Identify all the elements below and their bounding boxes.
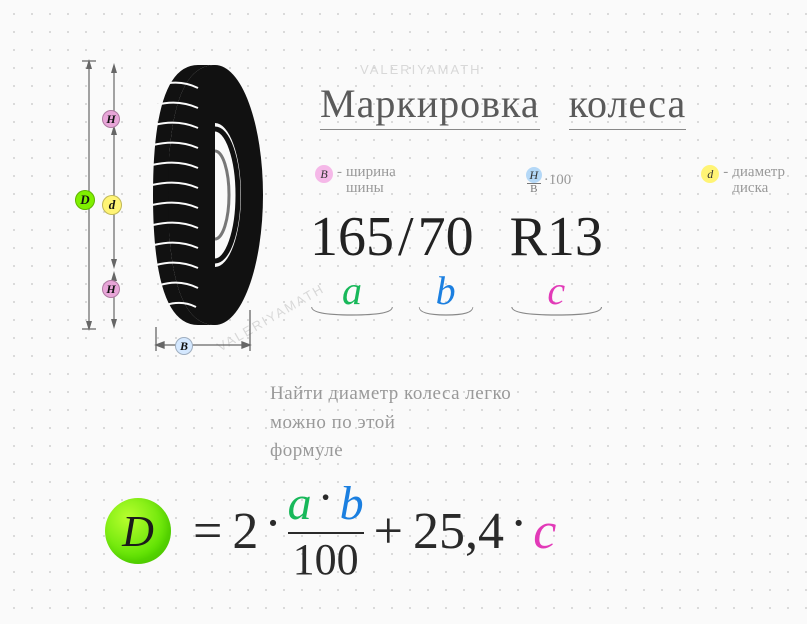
formula-c: c bbox=[533, 502, 556, 561]
badge-H-bot: H bbox=[102, 280, 120, 298]
formula-const: 25,4 bbox=[413, 502, 504, 561]
marking-label-c: c bbox=[510, 267, 603, 314]
formula-dot-2: · bbox=[318, 474, 334, 522]
formula-eq: = bbox=[193, 502, 222, 561]
anno-b-tail: ·100 bbox=[544, 173, 572, 189]
marking-c-prefix: R bbox=[510, 206, 547, 268]
watermark-top: VALERIYAMATH bbox=[360, 62, 482, 77]
formula-b: b bbox=[340, 480, 364, 528]
marking-c-value: 13 bbox=[547, 206, 603, 268]
tire-diagram: D d H H B bbox=[75, 55, 285, 355]
anno-b-bot: B bbox=[530, 184, 537, 195]
tire-icon bbox=[120, 55, 280, 355]
formula-two: 2 bbox=[232, 502, 258, 561]
page-title: Маркировка колеса bbox=[320, 80, 704, 130]
annotation-b: H B ·100 bbox=[526, 165, 572, 197]
formula-fraction: a · b 100 bbox=[288, 480, 364, 582]
anno-c-text: диаметр диска bbox=[732, 165, 785, 197]
marking-label-a: a bbox=[310, 267, 394, 314]
marking-sep: / bbox=[398, 205, 414, 269]
marking-c-group: R13 c bbox=[510, 205, 603, 269]
tire-marking: 165 a / 70 b R13 c bbox=[310, 205, 603, 269]
anno-b-top: H bbox=[526, 167, 542, 183]
marking-b-value: 70 bbox=[418, 206, 474, 268]
badge-H-top: H bbox=[102, 110, 120, 128]
marking-label-b: b bbox=[418, 267, 474, 314]
formula: D = 2 · a · b 100 + 25,4 · c bbox=[105, 480, 556, 582]
fraction-bar bbox=[288, 532, 364, 534]
formula-dot-3: · bbox=[510, 494, 527, 553]
annotations-row: B - ширина шины H B ·100 d - диаметр дис… bbox=[315, 165, 785, 197]
anno-a-symbol: B bbox=[315, 165, 333, 183]
handwritten-note: Найти диаметр колеса легко можно по этой… bbox=[270, 380, 790, 466]
anno-c-symbol: d bbox=[701, 165, 719, 183]
badge-d: d bbox=[102, 195, 122, 215]
badge-D: D bbox=[75, 190, 95, 210]
annotation-a: B - ширина шины bbox=[315, 165, 396, 197]
marking-a-value: 165 bbox=[310, 206, 394, 268]
anno-a-text: ширина шины bbox=[346, 165, 396, 197]
formula-a: a bbox=[288, 480, 312, 528]
formula-plus: + bbox=[374, 502, 403, 561]
title-word-2: колеса bbox=[569, 80, 687, 130]
badge-B: B bbox=[175, 337, 193, 355]
formula-den: 100 bbox=[293, 538, 359, 582]
formula-dot-1: · bbox=[264, 494, 281, 553]
title-word-1: Маркировка bbox=[320, 80, 540, 130]
marking-a-group: 165 a bbox=[310, 205, 394, 269]
annotation-c: d - диаметр диска bbox=[701, 165, 785, 197]
marking-b-group: 70 b bbox=[418, 205, 474, 269]
formula-D-circle: D bbox=[105, 498, 171, 564]
